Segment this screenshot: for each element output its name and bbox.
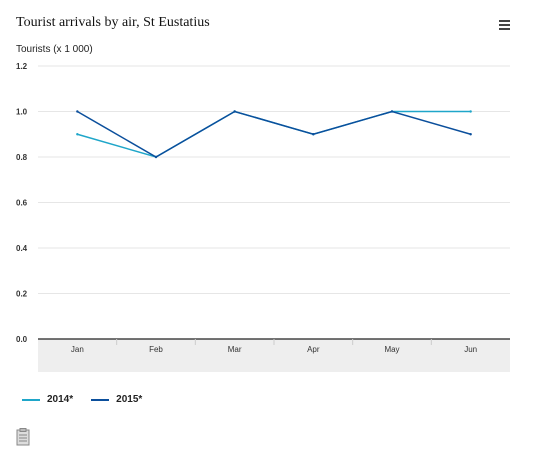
legend-label-2015: 2015*: [116, 394, 143, 405]
legend-swatch-2014: [22, 398, 40, 401]
x-tick-label: Jan: [71, 345, 84, 354]
y-tick-label: 0.2: [16, 290, 28, 299]
data-point[interactable]: [390, 110, 394, 113]
data-point[interactable]: [76, 110, 79, 113]
legend-item-2015[interactable]: 2015*: [91, 394, 142, 405]
series-line-2015[interactable]: [76, 110, 471, 158]
y-tick-label: 1.0: [16, 108, 28, 117]
grid-lines: [38, 65, 510, 340]
legend-label-2014: 2014*: [47, 394, 74, 405]
y-tick-label: 1.2: [16, 62, 28, 71]
menu-icon[interactable]: [499, 20, 510, 32]
y-tick-labels: 0.0 0.2 0.4 0.6 0.8 1.0 1.2: [16, 62, 28, 344]
chart-title: Tourist arrivals by air, St Eustatius: [16, 15, 210, 30]
x-tick-label: Feb: [149, 345, 163, 354]
document-icon[interactable]: [16, 428, 30, 446]
series-layer: [76, 110, 472, 159]
x-tick-label: Jun: [464, 345, 477, 354]
x-tick-label: Mar: [228, 345, 242, 354]
legend: 2014* 2015*: [22, 394, 142, 405]
y-tick-label: 0.0: [16, 335, 28, 344]
y-tick-label: 0.4: [16, 244, 28, 253]
data-point[interactable]: [154, 155, 158, 159]
data-point[interactable]: [76, 133, 79, 136]
x-tick-labels: Jan Feb Mar Apr May Jun: [71, 339, 477, 354]
legend-swatch-2015: [91, 398, 110, 401]
x-tick-label: Apr: [307, 345, 320, 354]
x-tick-label: May: [384, 345, 399, 354]
data-point[interactable]: [469, 110, 472, 113]
data-point[interactable]: [233, 110, 236, 113]
y-axis-label: Tourists (x 1 000): [16, 44, 93, 55]
y-tick-label: 0.8: [16, 153, 28, 162]
series-line-2014[interactable]: [77, 110, 471, 158]
y-tick-label: 0.6: [16, 199, 28, 208]
data-point[interactable]: [312, 133, 315, 136]
data-point[interactable]: [469, 133, 472, 136]
legend-item-2014[interactable]: 2014*: [22, 394, 73, 405]
line-chart: 0.0 0.2 0.4 0.6 0.8 1.0 1.2 Jan Feb Mar Apr May Jun: [16, 62, 510, 372]
